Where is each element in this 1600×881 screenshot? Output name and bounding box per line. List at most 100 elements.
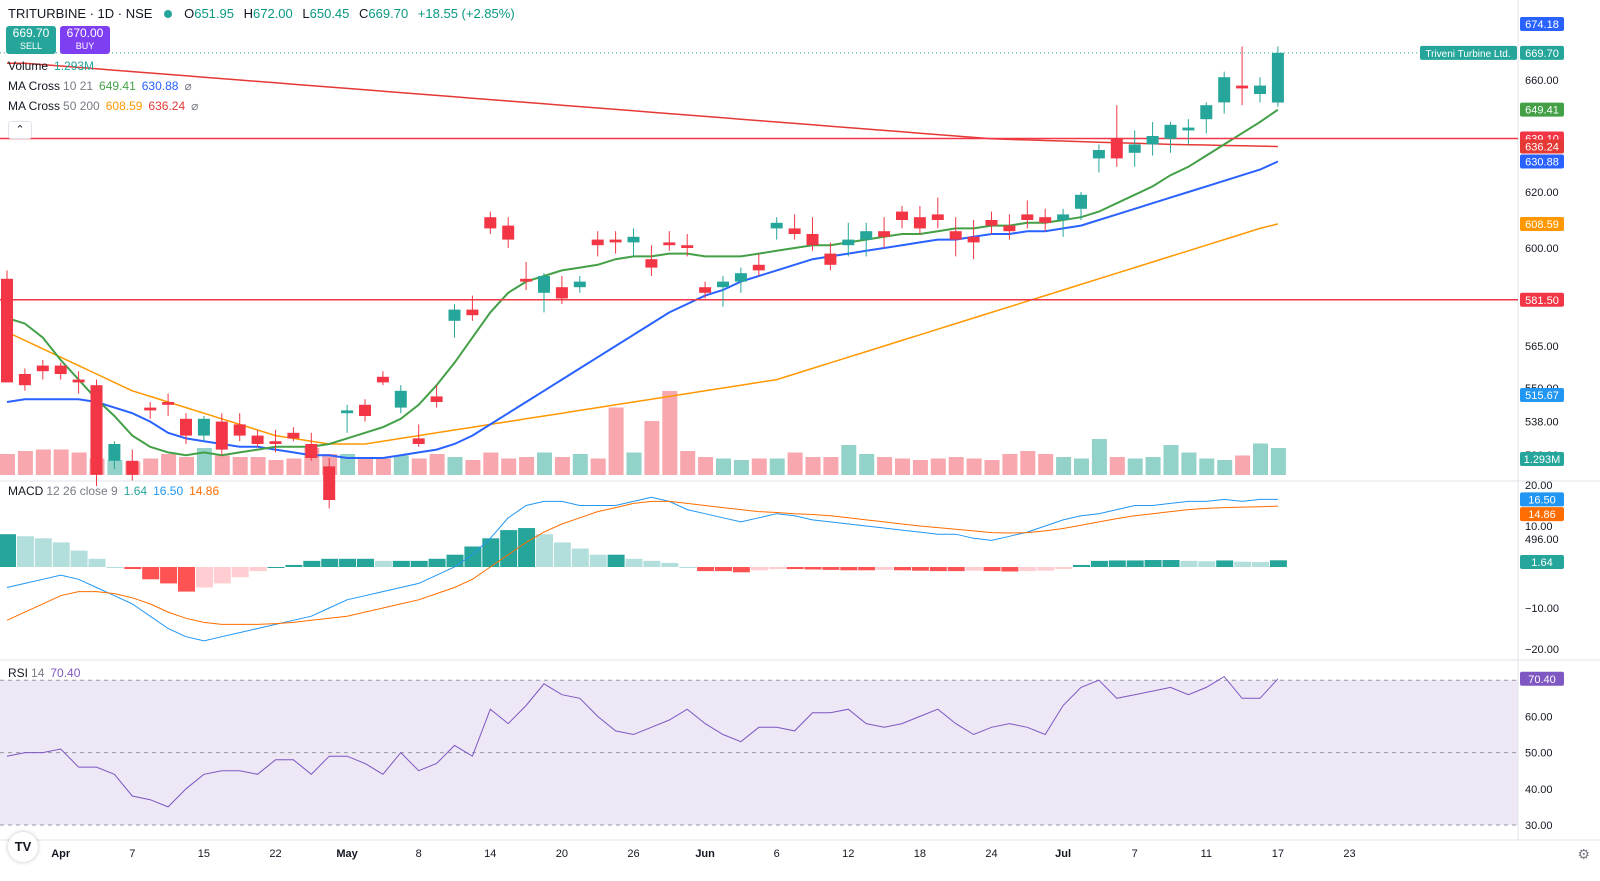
price-label-ma50-bg [1520, 216, 1564, 231]
candle-body [108, 444, 121, 461]
candle-body [538, 276, 550, 293]
macd-histogram-bar [1269, 560, 1287, 567]
low-label: L [302, 6, 310, 21]
candle-body [376, 376, 389, 383]
gear-icon[interactable]: ⚙ [1577, 846, 1590, 862]
candle-body [72, 379, 85, 383]
candle-body [1254, 85, 1266, 94]
macd-histogram-bar [285, 564, 303, 567]
candle-body [681, 245, 694, 248]
time-axis[interactable]: Apr 7 15 22 May 8 14 20 26 Jun 6 12 18 24 Jul 7 11 17 23 [51, 848, 1355, 860]
buy-price: 670.00 [66, 26, 104, 40]
volume-bar [1181, 452, 1197, 475]
macd-hist-tag: 1.64 [1531, 557, 1552, 569]
volume-bar [984, 460, 1000, 475]
eye-icon[interactable]: ⌀ [184, 79, 192, 93]
volume-label-tag: 1.293M [1524, 454, 1561, 466]
time-tick-label: 7 [129, 848, 135, 860]
macd-histogram-bar [732, 567, 750, 573]
time-tick-label: 6 [774, 848, 780, 860]
macd-histogram-bar [0, 534, 16, 567]
candle-body [54, 365, 67, 374]
macd-signal-tag-bg [1520, 507, 1564, 522]
candle-body [323, 466, 336, 500]
macd-histogram-bar [464, 546, 482, 567]
price-label-low-bg [1520, 388, 1564, 402]
candle-body [1146, 136, 1159, 145]
chevron-up-icon[interactable]: ⌃ [8, 121, 32, 139]
volume-bar [1270, 448, 1286, 475]
ma-cross-1-legend[interactable]: MA Cross 10 21 649.41 630.88 ⌀ [8, 79, 198, 93]
volume-bar [214, 455, 230, 475]
buy-button[interactable]: 670.00 BUY [60, 26, 110, 54]
volume-bar [411, 458, 427, 475]
volume-bar [375, 458, 391, 475]
volume-bar [644, 421, 660, 475]
volume-legend[interactable]: Volume 1.293M [8, 59, 100, 73]
candlesticks[interactable] [1, 46, 1284, 509]
macd-histogram-bar [822, 567, 840, 570]
macd-histogram-bar [267, 567, 285, 568]
volume-bar [805, 457, 821, 475]
rsi-params: 14 [31, 666, 45, 680]
sell-button[interactable]: 669.70 SELL [6, 26, 56, 54]
volume-bar [179, 457, 194, 475]
eye-icon[interactable]: ⌀ [191, 99, 199, 113]
volume-bar [859, 454, 875, 475]
macd-histogram-bar [1019, 567, 1037, 572]
volume-bar [232, 457, 248, 475]
open-label: O [184, 6, 195, 21]
candle-body [341, 410, 354, 414]
rsi-legend[interactable]: RSI 14 70.40 [8, 666, 86, 680]
candle-body [90, 385, 103, 475]
ma-cross-2-legend[interactable]: MA Cross 50 200 608.59 636.24 ⌀ [8, 99, 204, 113]
buy-label: BUY [75, 41, 95, 51]
macd-histogram-bar [1162, 560, 1180, 567]
macd-histogram-bar [178, 567, 195, 592]
open-value: 651.95 [194, 6, 234, 21]
tradingview-logo[interactable]: TV [8, 832, 38, 862]
ma-cross-2-label: MA Cross [8, 99, 61, 113]
volume-bar [1163, 445, 1179, 475]
macd-histogram-bar [16, 536, 34, 567]
volume-bar [0, 454, 15, 475]
candle-body [1164, 124, 1177, 139]
macd-histogram-bar [553, 542, 571, 567]
candle-body [1, 278, 13, 383]
candle-body [233, 424, 246, 436]
macd-histogram-bar [1234, 561, 1252, 567]
rsi-tick-label: 50.00 [1525, 748, 1553, 760]
macd-histogram-bar [876, 567, 894, 570]
ma200-line [7, 62, 1278, 148]
price-tick-label: 620.00 [1525, 187, 1559, 199]
horizontal-price-lines[interactable] [0, 52, 1518, 301]
time-tick-label: 20 [556, 848, 568, 860]
time-tick-label: May [336, 848, 358, 860]
macd-legend[interactable]: MACD 12 26 close 9 1.64 16.50 14.86 [8, 484, 225, 498]
volume-bar [1109, 457, 1125, 475]
macd-hist-tag-bg [1520, 555, 1564, 569]
macd-histogram-bar [894, 567, 911, 571]
macd-histogram-bar [965, 567, 983, 571]
symbol-title[interactable]: TRITURBINE · 1D · NSE [8, 6, 153, 21]
candle-body [287, 432, 300, 439]
macd-histogram-bar [52, 542, 70, 567]
price-label-last: 669.70 [1525, 48, 1559, 60]
candle-body [699, 287, 712, 293]
candle-body [251, 435, 264, 444]
time-tick-label: 23 [1343, 848, 1355, 860]
volume-bar [340, 454, 356, 475]
candle-body [466, 309, 479, 316]
volume-bar [35, 449, 51, 475]
candle-body [609, 239, 622, 243]
macd-histogram-bar [536, 534, 553, 567]
rsi-value: 70.40 [50, 666, 81, 680]
candle-body [1110, 138, 1123, 159]
moving-average-lines [6, 62, 1279, 459]
change-value: +18.55 (+2.85%) [417, 6, 515, 21]
price-tick-label: 565.00 [1525, 341, 1559, 353]
macd-histogram-bar [249, 567, 267, 572]
macd-histogram-bar [70, 550, 88, 567]
candle-body [860, 231, 873, 240]
